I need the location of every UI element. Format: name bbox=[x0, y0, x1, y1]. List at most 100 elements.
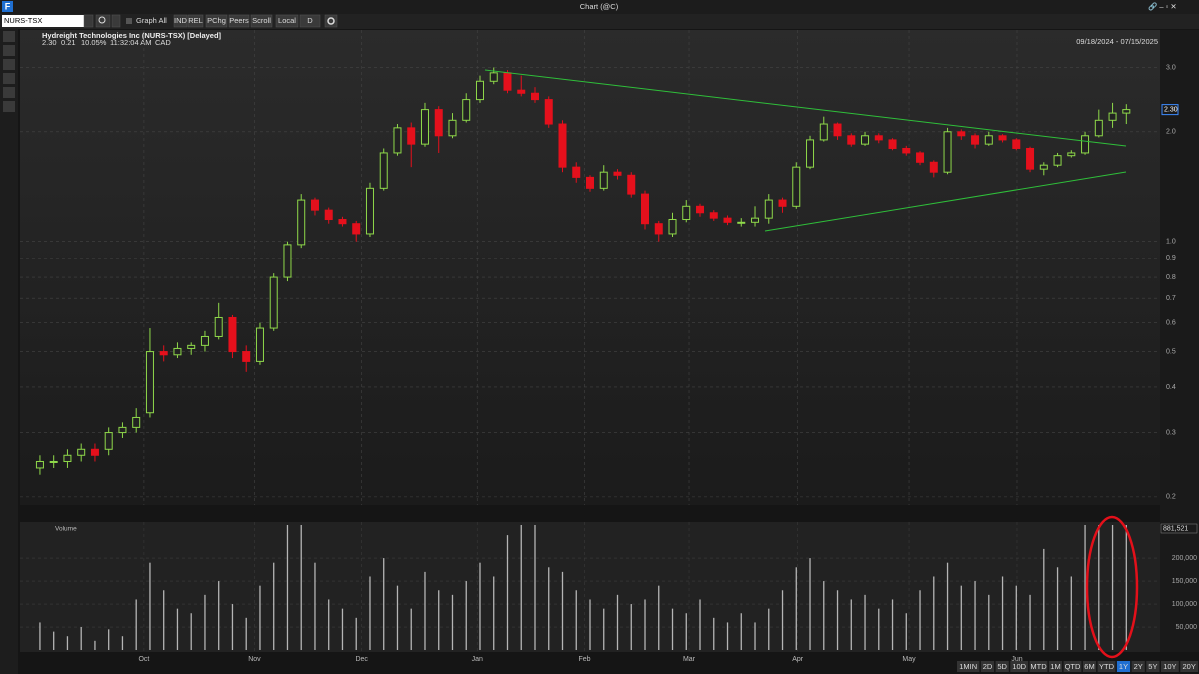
logo-box bbox=[2, 1, 13, 12]
instrument-name: Hydreight Technologies Inc (NURS-TSX) [D… bbox=[42, 31, 222, 40]
symbol-dropdown[interactable] bbox=[83, 14, 94, 28]
menu-dropdown[interactable] bbox=[111, 14, 121, 28]
candle-body bbox=[957, 131, 966, 137]
period-button[interactable] bbox=[1048, 661, 1063, 672]
candle-body bbox=[255, 327, 264, 362]
toolbar-button-label: IND bbox=[174, 16, 188, 25]
quote-line: 2.30 0.21 10.05% 11:32:04 AM CAD bbox=[42, 38, 171, 47]
candle-body bbox=[503, 72, 512, 91]
period-button[interactable] bbox=[1180, 661, 1199, 672]
candle-body bbox=[448, 119, 457, 137]
period-button[interactable] bbox=[1063, 661, 1082, 672]
tool-grid[interactable] bbox=[3, 101, 15, 112]
candle-body bbox=[434, 109, 443, 137]
tool-trend[interactable] bbox=[3, 87, 15, 98]
symbol-input[interactable] bbox=[2, 15, 84, 27]
settings-button[interactable] bbox=[324, 14, 338, 28]
period-button[interactable] bbox=[1146, 661, 1160, 672]
window-title: Chart (@C) bbox=[580, 2, 619, 11]
trendline-lower bbox=[764, 171, 1127, 232]
candle-body bbox=[145, 351, 154, 414]
y-tick-label: 0.2 bbox=[1166, 494, 1176, 501]
last-volume-box bbox=[1160, 523, 1198, 534]
period-button[interactable] bbox=[995, 661, 1009, 672]
period-label: MTD bbox=[1030, 662, 1047, 671]
toolbar-button[interactable] bbox=[275, 14, 299, 28]
period-label: 10Y bbox=[1163, 662, 1176, 671]
x-tick-label: May bbox=[902, 656, 916, 663]
candle-body bbox=[861, 135, 870, 145]
toolbar-button[interactable] bbox=[228, 14, 250, 28]
candle-body bbox=[751, 217, 760, 223]
price-panel bbox=[20, 30, 1160, 505]
candle-body bbox=[1108, 112, 1117, 121]
tool-shield[interactable] bbox=[3, 45, 15, 56]
graph-all-label: Graph All bbox=[136, 16, 167, 25]
y-tick-label: 0.8 bbox=[1166, 274, 1176, 281]
candle-body bbox=[682, 205, 691, 221]
period-button[interactable] bbox=[957, 661, 980, 672]
candle-body bbox=[709, 212, 718, 219]
toolbar-button[interactable] bbox=[205, 14, 228, 28]
quote-item: CAD bbox=[155, 38, 171, 47]
y-tick-label: 0.3 bbox=[1166, 429, 1176, 436]
volume-chart: Volume 50,000 100,000 150,000 200,000 881,521 bbox=[20, 523, 1198, 650]
candle-body bbox=[1081, 135, 1090, 154]
toolbar-button[interactable] bbox=[173, 14, 188, 28]
sidebar bbox=[0, 29, 18, 674]
period-label: 1Y bbox=[1119, 662, 1128, 671]
trendline-upper bbox=[484, 69, 1127, 147]
toolbar-button[interactable] bbox=[250, 14, 273, 28]
period-button[interactable] bbox=[1116, 661, 1131, 672]
last-price-label: 2.30 bbox=[1164, 106, 1178, 113]
candle-body bbox=[737, 221, 746, 224]
y-tick-label: 3.0 bbox=[1166, 64, 1176, 71]
candle-body bbox=[530, 92, 539, 101]
toolbar-button-label: PChg bbox=[207, 16, 226, 25]
window-icons[interactable]: 🔗 – ▫ ✕ bbox=[1148, 1, 1177, 11]
toolbar-button[interactable] bbox=[187, 14, 204, 28]
toolbar-button[interactable] bbox=[299, 14, 321, 28]
y-tick-label: 200,000 bbox=[1172, 555, 1197, 562]
period-button[interactable] bbox=[1082, 661, 1097, 672]
tool-bars[interactable] bbox=[3, 31, 15, 42]
toolbar-button-label: REL bbox=[188, 16, 203, 25]
x-tick-label: Nov bbox=[248, 656, 261, 663]
period-button[interactable] bbox=[1010, 661, 1029, 672]
period-button[interactable] bbox=[1029, 661, 1048, 672]
candle-body bbox=[874, 135, 883, 141]
graph-all-checkbox[interactable] bbox=[126, 18, 132, 24]
date-range: 09/18/2024 - 07/15/2025 bbox=[1076, 37, 1158, 46]
volume-title: Volume bbox=[55, 526, 77, 533]
candle-body bbox=[35, 460, 44, 469]
symbol-text: NURS-TSX bbox=[4, 16, 42, 25]
candle-body bbox=[764, 199, 773, 219]
toolbar-button-label: Peers bbox=[229, 16, 249, 25]
y-tick-label: 0.9 bbox=[1166, 255, 1176, 262]
candle-body bbox=[902, 147, 911, 154]
period-button[interactable] bbox=[1161, 661, 1179, 672]
tool-crosshair[interactable] bbox=[3, 59, 15, 70]
period-label: YTD bbox=[1099, 662, 1115, 671]
candle-body bbox=[599, 171, 608, 189]
candle-body bbox=[792, 166, 801, 207]
candle-body bbox=[49, 460, 58, 463]
candle-body bbox=[63, 454, 72, 462]
period-button[interactable] bbox=[1097, 661, 1116, 672]
candle-body bbox=[558, 123, 567, 168]
period-label: 5D bbox=[997, 662, 1007, 671]
last-price-box bbox=[1161, 104, 1179, 116]
candle-body bbox=[118, 426, 127, 434]
period-button[interactable] bbox=[980, 661, 995, 672]
x-tick-label: Oct bbox=[138, 656, 149, 663]
candle-body bbox=[998, 135, 1007, 141]
candle-body bbox=[283, 244, 292, 278]
period-button[interactable] bbox=[1131, 661, 1145, 672]
candle-body bbox=[352, 223, 361, 235]
tool-hline[interactable] bbox=[3, 73, 15, 84]
period-label: 10D bbox=[1012, 662, 1026, 671]
quote-item: 2.30 bbox=[42, 38, 57, 47]
title-bar bbox=[0, 0, 1199, 14]
toolbar-button-label: Local bbox=[278, 16, 296, 25]
